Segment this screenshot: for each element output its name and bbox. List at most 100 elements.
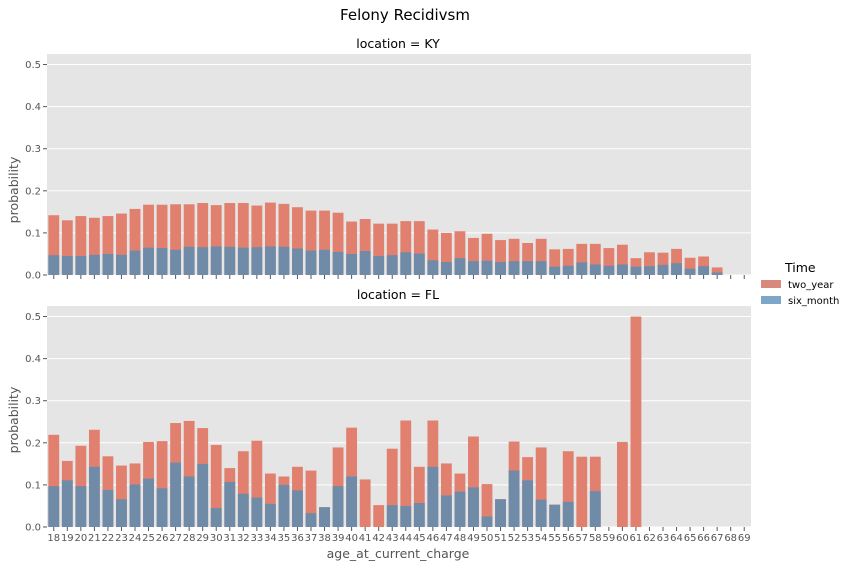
bar-ky-six-month-49 [468, 261, 479, 275]
panel-fl-x-ticks: 18 19 20 21 22 23 24 25 26 27 28 29 30 31 32 33 34 35 36 37… [47, 527, 751, 544]
bar-ky-six-month-66 [698, 266, 710, 275]
bar-ky-six-month-40 [346, 253, 358, 275]
bar-ky-two-year-33 [251, 205, 263, 275]
bar-ky-two-year-21 [88, 217, 100, 275]
x-tick-label: 57 [575, 533, 588, 544]
bar-ky-two-year-64 [671, 248, 682, 275]
x-tick-label: 50 [481, 533, 494, 544]
y-tick-label: 0.4 [25, 102, 41, 113]
y-tick-label: 0.3 [25, 396, 41, 407]
y-tick-label: 0.5 [25, 60, 41, 71]
bar-ky-six-month-23 [116, 254, 127, 275]
legend-swatch-six-month [761, 296, 781, 304]
legend-label-two-year: two_year [788, 280, 834, 291]
bar-fl-two-year-47 [440, 463, 452, 527]
bar-ky-two-year-51 [495, 240, 506, 275]
x-tick-label: 32 [237, 533, 250, 544]
bar-ky-two-year-29 [197, 203, 209, 275]
bar-ky-six-month-65 [684, 268, 696, 275]
y-tick-label: 0.5 [25, 312, 41, 323]
bar-ky-six-month-33 [251, 247, 263, 275]
bar-ky-two-year-61 [630, 258, 642, 275]
bar-ky-six-month-57 [576, 262, 588, 275]
bar-ky-six-month-61 [630, 266, 642, 275]
bar-ky-two-year-39 [332, 212, 344, 275]
bar-fl-six-month-54 [535, 499, 547, 527]
bar-ky-two-year-46 [427, 229, 439, 275]
bar-ky-six-month-32 [237, 247, 249, 275]
y-tick-label: 0.1 [25, 228, 41, 239]
x-tick-label: 61 [630, 533, 643, 544]
y-tick-label: 0.2 [25, 186, 41, 197]
bar-fl-six-month-33 [251, 497, 263, 527]
bar-ky-six-month-64 [671, 263, 682, 275]
legend-label-six-month: six_month [788, 296, 839, 307]
panel-fl-y-ticks: 0.0 0.1 0.2 0.3 0.4 0.5 [25, 312, 47, 534]
y-tick-label: 0.3 [25, 144, 41, 155]
bar-ky-two-year-26 [156, 204, 168, 275]
bar-ky-two-year-54 [535, 238, 547, 275]
x-tick-label: 69 [738, 533, 751, 544]
bar-ky-two-year-19 [61, 220, 73, 275]
x-tick-label: 27 [169, 533, 182, 544]
bar-fl-six-month-46 [427, 466, 439, 527]
x-tick-label: 55 [548, 533, 561, 544]
bar-fl-six-month-39 [332, 486, 344, 527]
bar-fl-six-month-23 [116, 499, 127, 527]
bar-ky-six-month-41 [359, 251, 371, 275]
x-tick-label: 49 [467, 533, 480, 544]
bar-ky-two-year-60 [616, 244, 628, 275]
bar-fl-two-year-54 [535, 447, 547, 527]
x-tick-label: 46 [426, 533, 439, 544]
bar-fl-six-month-36 [292, 490, 303, 527]
bar-ky-six-month-47 [440, 261, 452, 275]
bar-ky-six-month-36 [292, 248, 303, 275]
bar-fl-six-month-44 [400, 505, 412, 527]
bar-ky-two-year-63 [657, 252, 669, 275]
x-tick-label: 59 [602, 533, 615, 544]
bar-ky-two-year-37 [305, 210, 317, 275]
bar-fl-two-year-49 [468, 436, 479, 527]
y-tick-label: 0.1 [25, 480, 41, 491]
x-tick-label: 29 [196, 533, 209, 544]
y-tick-label: 0.0 [25, 271, 41, 282]
x-tick-label: 37 [305, 533, 318, 544]
bar-ky-two-year-30 [210, 205, 222, 275]
bar-fl-six-month-55 [549, 504, 561, 527]
panel-ky-title: location = KY [356, 36, 440, 51]
bar-ky-six-month-30 [210, 246, 222, 275]
x-tick-label: 34 [264, 533, 277, 544]
bar-fl-six-month-30 [210, 508, 222, 527]
x-tick-label: 66 [697, 533, 710, 544]
x-tick-label: 56 [562, 533, 575, 544]
x-tick-label: 20 [74, 533, 87, 544]
x-tick-label: 48 [454, 533, 467, 544]
x-tick-label: 65 [684, 533, 697, 544]
panel-ky-ylabel: probability [6, 156, 21, 223]
x-tick-label: 45 [413, 533, 426, 544]
bar-ky-two-year-38 [319, 210, 330, 275]
bar-fl-two-year-43 [386, 448, 398, 527]
x-tick-label: 28 [183, 533, 196, 544]
bar-fl-six-month-18 [48, 486, 60, 527]
x-tick-label: 53 [521, 533, 534, 544]
figure-title: Felony Recidivsm [340, 6, 470, 24]
bar-fl-six-month-37 [305, 513, 317, 527]
bar-ky-six-month-31 [224, 246, 236, 275]
bar-fl-six-month-27 [170, 462, 182, 527]
bar-ky-two-year-42 [373, 223, 385, 275]
bar-ky-two-year-66 [698, 256, 710, 275]
bar-ky-two-year-59 [603, 248, 615, 275]
bar-ky-six-month-28 [183, 246, 195, 275]
bar-fl-six-month-51 [495, 499, 506, 527]
bar-ky-six-month-42 [373, 256, 385, 275]
x-tick-label: 41 [359, 533, 372, 544]
bar-ky-six-month-67 [711, 272, 723, 275]
panel-fl: location = FL 0.00.10.20.30.40.5 18 19 20 2… [6, 287, 751, 561]
bar-fl-six-month-25 [143, 478, 154, 527]
bar-ky-six-month-62 [644, 266, 655, 275]
bar-ky-six-month-53 [522, 261, 534, 275]
bar-ky-two-year-67 [711, 267, 723, 275]
x-tick-label: 62 [643, 533, 656, 544]
